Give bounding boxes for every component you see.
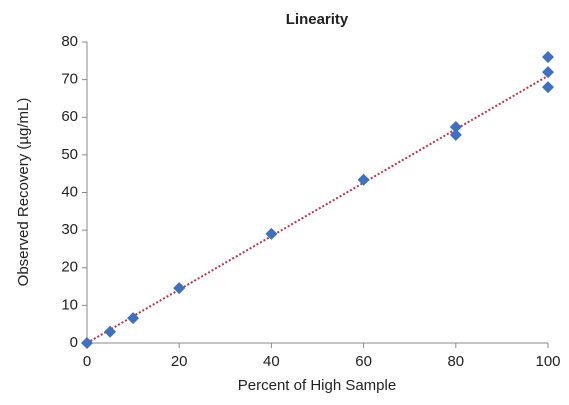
point bbox=[173, 282, 186, 295]
point bbox=[357, 173, 370, 186]
point bbox=[127, 312, 140, 325]
x-tick-label: 60 bbox=[355, 353, 372, 370]
y-tick-label: 10 bbox=[61, 296, 78, 313]
y-tick-label: 70 bbox=[61, 71, 78, 88]
y-axis-label: Observed Recovery (µg/mL) bbox=[15, 98, 32, 287]
point bbox=[81, 337, 93, 349]
y-tick-label: 20 bbox=[61, 259, 78, 276]
x-tick-label: 0 bbox=[83, 353, 91, 370]
y-tick-label: 80 bbox=[61, 33, 78, 50]
point bbox=[542, 51, 554, 64]
point bbox=[265, 227, 278, 240]
x-tick-label: 40 bbox=[263, 353, 280, 370]
point bbox=[542, 81, 554, 94]
point bbox=[449, 121, 462, 134]
point bbox=[542, 66, 554, 79]
x-tick-label: 100 bbox=[535, 353, 560, 370]
chart-title: Linearity bbox=[286, 11, 349, 28]
trendline bbox=[86, 74, 549, 344]
y-tick-label: 40 bbox=[61, 183, 78, 200]
x-tick-label: 80 bbox=[447, 353, 464, 370]
y-tick-label: 50 bbox=[61, 146, 78, 163]
y-tick-label: 60 bbox=[61, 108, 78, 125]
point bbox=[104, 325, 117, 338]
y-tick-label: 30 bbox=[61, 221, 78, 238]
y-tick-label: 0 bbox=[70, 334, 78, 351]
x-axis-label: Percent of High Sample bbox=[238, 377, 396, 394]
x-tick-label: 20 bbox=[171, 353, 188, 370]
point bbox=[449, 128, 462, 141]
